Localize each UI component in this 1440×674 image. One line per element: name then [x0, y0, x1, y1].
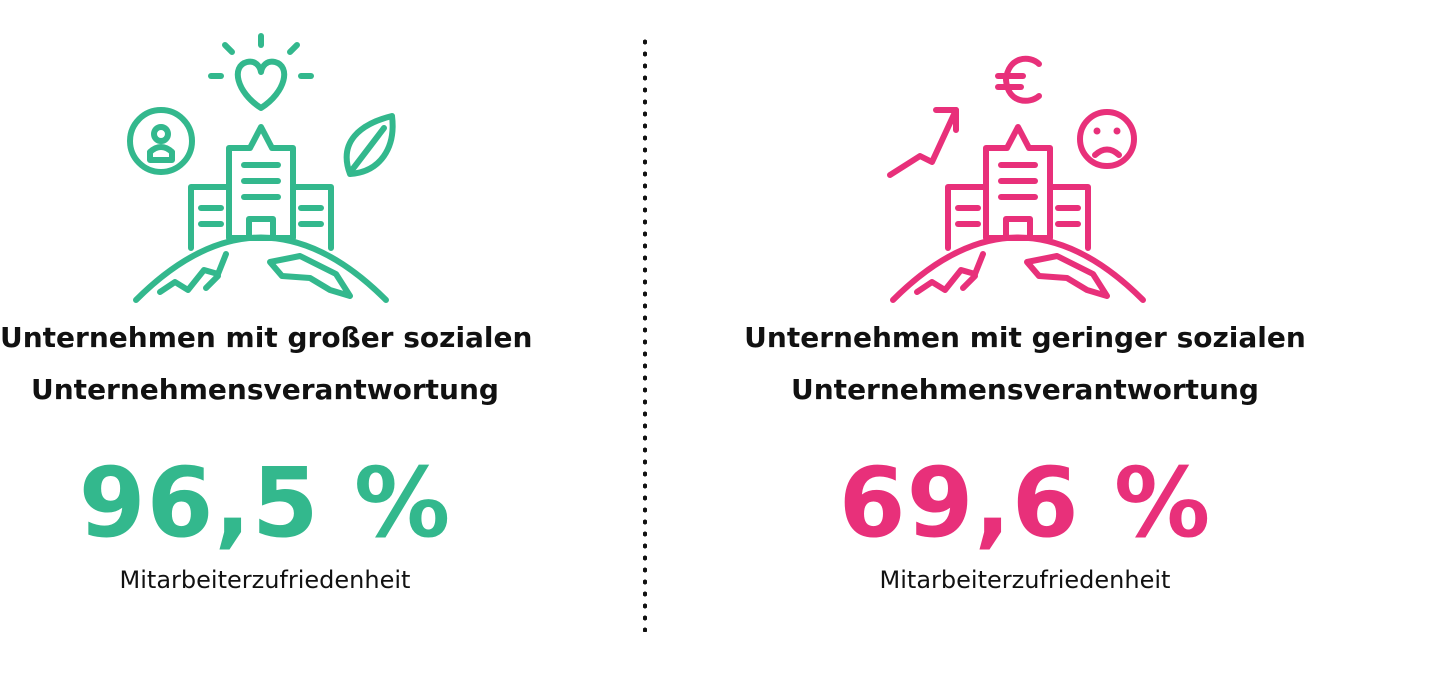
- heading-high-csr: Unternehmen mit großer sozialen Unterneh…: [0, 312, 533, 416]
- panel-low-csr: Unternehmen mit geringer sozialen Untern…: [740, 0, 1310, 674]
- trend-up-arrow-icon: [887, 107, 959, 178]
- stat-label-low-csr: Mitarbeiterzufriedenheit: [879, 566, 1171, 594]
- leaf-icon: [343, 113, 396, 177]
- employee-icon: [127, 107, 195, 175]
- heading-low-csr: Unternehmen mit geringer sozialen Untern…: [740, 312, 1310, 416]
- heart-sun-icon: [208, 33, 314, 111]
- heading-low-csr-line-2: Unternehmensverantwortung: [791, 373, 1259, 406]
- illustration-low-csr: [887, 55, 1146, 303]
- panel-high-csr: Unternehmen mit großer sozialen Unterneh…: [0, 0, 533, 674]
- stat-label-high-csr: Mitarbeiterzufriedenheit: [119, 566, 411, 594]
- dotted-divider: [643, 36, 647, 632]
- heading-high-csr-line-2: Unternehmensverantwortung: [31, 373, 499, 406]
- heading-high-csr-line-1: Unternehmen mit großer sozialen: [0, 321, 533, 354]
- building-on-globe-icon: [133, 124, 389, 303]
- building-on-globe-icon: [890, 124, 1146, 303]
- euro-icon: [995, 55, 1042, 104]
- sad-face-icon: [1077, 109, 1137, 169]
- stat-value-high-csr: 96,5 %: [78, 447, 452, 559]
- heading-low-csr-line-1: Unternehmen mit geringer sozialen: [744, 321, 1306, 354]
- stat-value-low-csr: 69,6 %: [838, 447, 1212, 559]
- illustration-high-csr: [127, 33, 396, 303]
